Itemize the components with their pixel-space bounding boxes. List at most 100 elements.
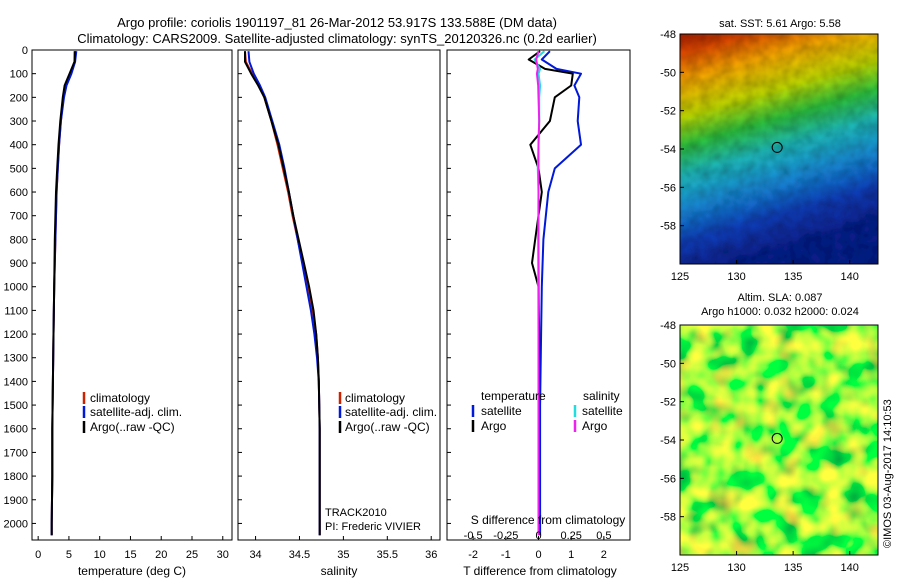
x-tick-label: 20 (155, 549, 167, 561)
series-line-temperature-argo (527, 50, 574, 536)
depth-tick-label: 2000 (4, 518, 28, 530)
temperature-panel (50, 51, 78, 536)
map-y-tick-label: -54 (660, 144, 676, 156)
sst-map-title: sat. SST: 5.61 Argo: 5.58 (719, 18, 841, 30)
depth-tick-label: 1200 (4, 329, 28, 341)
map-x-tick-label: 140 (841, 562, 859, 574)
series-line-climatology (50, 51, 76, 536)
copyright-stamp: ©IMOS 03-Aug-2017 14:10:53 (882, 399, 894, 548)
sla-map-title-line-1: Altim. SLA: 0.087 (738, 292, 823, 304)
difference-panel (527, 50, 582, 536)
depth-tick-label: 600 (10, 187, 28, 199)
series-line-satellite-adj-clim- (50, 51, 78, 536)
temperature-panel-frame (31, 49, 233, 541)
depth-tick-label: 1600 (4, 424, 28, 436)
temperature-legend: climatology satellite-adj. clim. Argo(..… (82, 391, 182, 434)
depth-tick-label: 1500 (4, 400, 28, 412)
depth-tick-label: 1400 (4, 376, 28, 388)
x-tick-label: 0 (535, 549, 541, 561)
x-tick-label: 30 (217, 549, 229, 561)
map-x-tick-label: 125 (671, 562, 689, 574)
map-y-tick-label: -56 (660, 182, 676, 194)
depth-tick-label: 400 (10, 140, 28, 152)
panel-axes: 0 5 10 15 20 25 30 34 34.5 35 35.5 36 -2 -1 0 1 2 -0.5 -0.… (35, 530, 611, 561)
t-difference-axis-label: T difference from climatology (463, 564, 617, 578)
legend-header-salinity: salinity (583, 389, 620, 403)
title-line-2: Climatology: CARS2009. Satellite-adjuste… (77, 31, 597, 46)
map-x-tick-label: 125 (671, 271, 689, 283)
temperature-axis-label: temperature (deg C) (78, 564, 186, 578)
salinity-axis-label: salinity (321, 564, 358, 578)
legend-label-climatology: climatology (90, 391, 150, 405)
s-diff-tick-label: 0.5 (596, 530, 611, 542)
x-tick-label: 15 (124, 549, 136, 561)
difference-legend: temperature salinity satellite Argo sate… (471, 389, 623, 433)
map-axes: 125 130 135 140 -48 -50 -52 -54 -56 -58 125 130 135 1… (660, 29, 859, 574)
depth-tick-label: 900 (10, 258, 28, 270)
legend-label-s-satellite: satellite (582, 404, 623, 418)
legend-label-s-argo: Argo (582, 419, 608, 433)
salinity-panel-frame (237, 49, 441, 541)
series-line-argo-raw-qc- (244, 51, 321, 536)
map-x-tick-label: 135 (784, 271, 802, 283)
pi-annotation: PI: Frederic VIVIER (325, 521, 421, 533)
sla-map-title-line-2: Argo h1000: 0.032 h2000: 0.024 (701, 306, 859, 318)
x-tick-label: 10 (94, 549, 106, 561)
sst-map-field (680, 34, 878, 264)
map-y-tick-label: -56 (660, 473, 676, 485)
map-x-tick-label: 135 (784, 562, 802, 574)
series-line-temperature-satellite (539, 50, 582, 536)
s-diff-tick-label: 0 (535, 530, 541, 542)
depth-tick-label: 1300 (4, 353, 28, 365)
track-annotation: TRACK2010 (325, 507, 387, 519)
depth-tick-label: 100 (10, 69, 28, 81)
map-y-tick-label: -58 (660, 221, 676, 233)
depth-tick-label: 1800 (4, 471, 28, 483)
depth-tick-label: 1000 (4, 282, 28, 294)
map-y-tick-label: -48 (660, 29, 676, 41)
depth-tick-label: 1700 (4, 447, 28, 459)
x-tick-label: 1 (568, 549, 574, 561)
s-difference-axis-label: S difference from climatology (471, 513, 626, 527)
depth-tick-label: 0 (22, 45, 28, 57)
s-diff-tick-label: -0.5 (464, 530, 483, 542)
map-y-tick-label: -52 (660, 106, 676, 118)
legend-label-satellite: satellite-adj. clim. (345, 405, 437, 419)
series-line-argo-raw-qc- (50, 51, 77, 536)
legend-label-t-satellite: satellite (481, 404, 522, 418)
series-line-salinity-argo (535, 50, 541, 536)
s-diff-tick-label: 0.25 (560, 530, 581, 542)
depth-tick-label: 500 (10, 163, 28, 175)
x-tick-label: 25 (186, 549, 198, 561)
map-x-tick-label: 130 (727, 271, 745, 283)
x-tick-label: 36 (425, 549, 437, 561)
x-tick-label: 34 (249, 549, 261, 561)
x-tick-label: -2 (468, 549, 478, 561)
depth-tick-label: 800 (10, 234, 28, 246)
depth-axis: 0 100 200 300 400 500 600 700 800 900 1000 1100 1200… (4, 45, 451, 530)
sst-map (679, 33, 879, 265)
map-y-tick-label: -52 (660, 397, 676, 409)
sla-map-field (680, 325, 878, 555)
map-x-tick-label: 140 (841, 271, 859, 283)
depth-tick-label: 700 (10, 211, 28, 223)
depth-tick-label: 1100 (4, 305, 28, 317)
legend-label-argo: Argo(..raw -QC) (345, 420, 430, 434)
x-tick-label: -1 (501, 549, 511, 561)
x-tick-label: 35 (337, 549, 349, 561)
legend-label-argo: Argo(..raw -QC) (90, 420, 175, 434)
legend-label-t-argo: Argo (481, 419, 507, 433)
x-tick-label: 34.5 (289, 549, 310, 561)
x-tick-label: 5 (66, 549, 72, 561)
argo-location-marker (771, 141, 783, 153)
x-tick-label: 0 (35, 549, 41, 561)
salinity-panel (244, 51, 321, 536)
argo-location-marker (771, 432, 783, 444)
map-x-tick-label: 130 (727, 562, 745, 574)
map-y-tick-label: -50 (660, 67, 676, 79)
sla-map (679, 324, 879, 556)
legend-header-temperature: temperature (481, 389, 546, 403)
map-y-tick-label: -54 (660, 435, 676, 447)
title-line-1: Argo profile: coriolis 1901197_81 26-Mar… (117, 15, 557, 30)
